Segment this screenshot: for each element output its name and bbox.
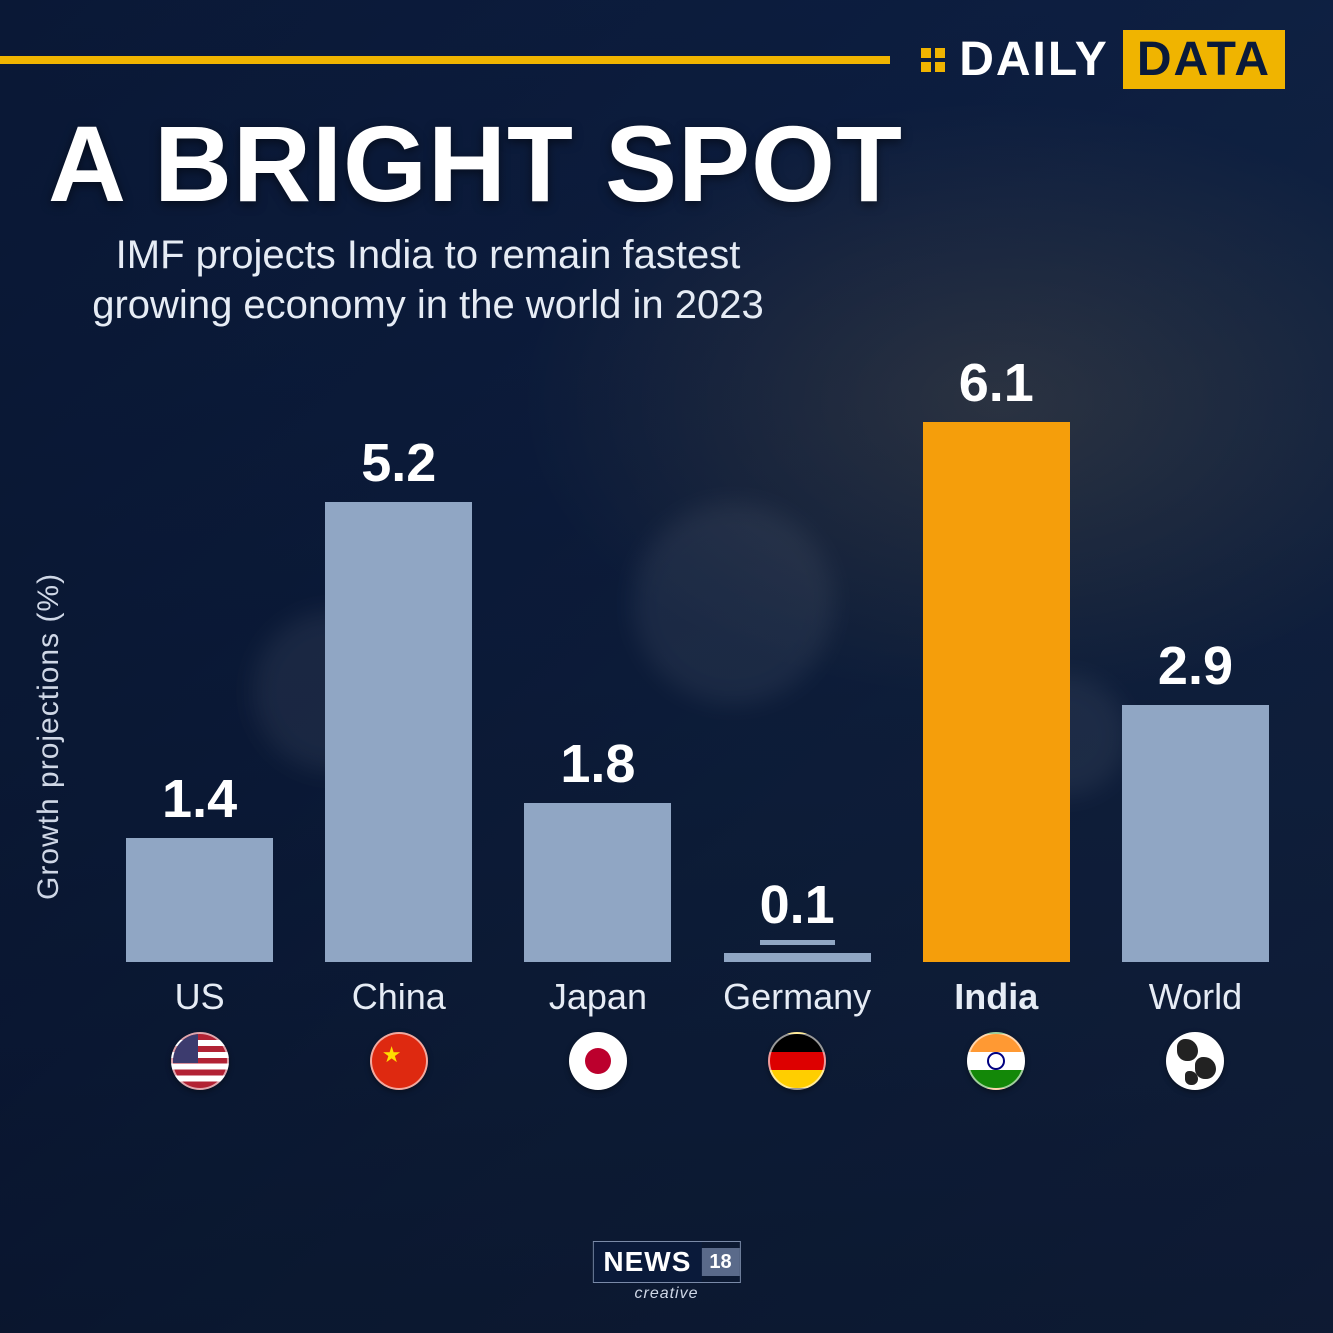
bar — [724, 953, 871, 962]
footer-logo-num: 18 — [701, 1248, 739, 1276]
bar — [1122, 705, 1269, 962]
bar-column: 2.9 World — [1106, 635, 1285, 1090]
bar — [524, 803, 671, 962]
bar-category-label: Japan — [549, 976, 647, 1018]
brand-highlight-wrap: DATA — [1123, 30, 1285, 89]
bar-category-label: US — [175, 976, 225, 1018]
flag-icon — [370, 1032, 428, 1090]
bar-value-label: 2.9 — [1158, 635, 1233, 697]
flag-icon — [171, 1032, 229, 1090]
y-axis-label: Growth projections (%) — [32, 573, 66, 900]
headline: A BRIGHT SPOT IMF projects India to rema… — [48, 110, 1285, 330]
flag-icon — [1166, 1032, 1224, 1090]
brand-highlight: DATA — [1137, 33, 1271, 86]
bar — [325, 502, 472, 962]
brand-prefix: DAILY — [959, 32, 1109, 87]
headline-main: A BRIGHT SPOT — [48, 110, 1285, 218]
bar-value-label: 1.4 — [162, 768, 237, 830]
footer-logo-main: NEWS — [593, 1242, 701, 1282]
bar-category-label: World — [1149, 976, 1242, 1018]
bar-value-label: 0.1 — [760, 874, 835, 945]
bar-value-label: 1.8 — [560, 733, 635, 795]
brand-badge: DAILY DATA — [921, 30, 1285, 89]
bar-chart: 1.4US5.2China1.8Japan0.1Germany6.1India2… — [110, 430, 1285, 1090]
bar-category-label: Germany — [723, 976, 871, 1018]
bar-category-label: China — [352, 976, 446, 1018]
bar-column: 6.1 India — [907, 352, 1086, 1090]
bar-value-label: 5.2 — [361, 432, 436, 494]
brand-dots-icon — [921, 48, 945, 72]
bar-column: 1.8 Japan — [508, 733, 687, 1090]
bar — [126, 838, 273, 962]
bar-category-label: India — [954, 976, 1038, 1018]
flag-icon — [768, 1032, 826, 1090]
bar-highlight — [923, 422, 1070, 962]
bar-column: 0.1 Germany — [708, 874, 887, 1090]
bar-value-label: 6.1 — [959, 352, 1034, 414]
footer-logo-sub: creative — [634, 1285, 698, 1303]
bar-column: 5.2 China — [309, 432, 488, 1090]
value-underline — [760, 940, 835, 945]
bar-column: 1.4 US — [110, 768, 289, 1090]
footer-logo: NEWS 18 creative — [592, 1241, 740, 1303]
flag-icon — [967, 1032, 1025, 1090]
accent-line — [0, 56, 890, 64]
headline-sub: IMF projects India to remain fastest gro… — [48, 230, 808, 330]
flag-icon — [569, 1032, 627, 1090]
